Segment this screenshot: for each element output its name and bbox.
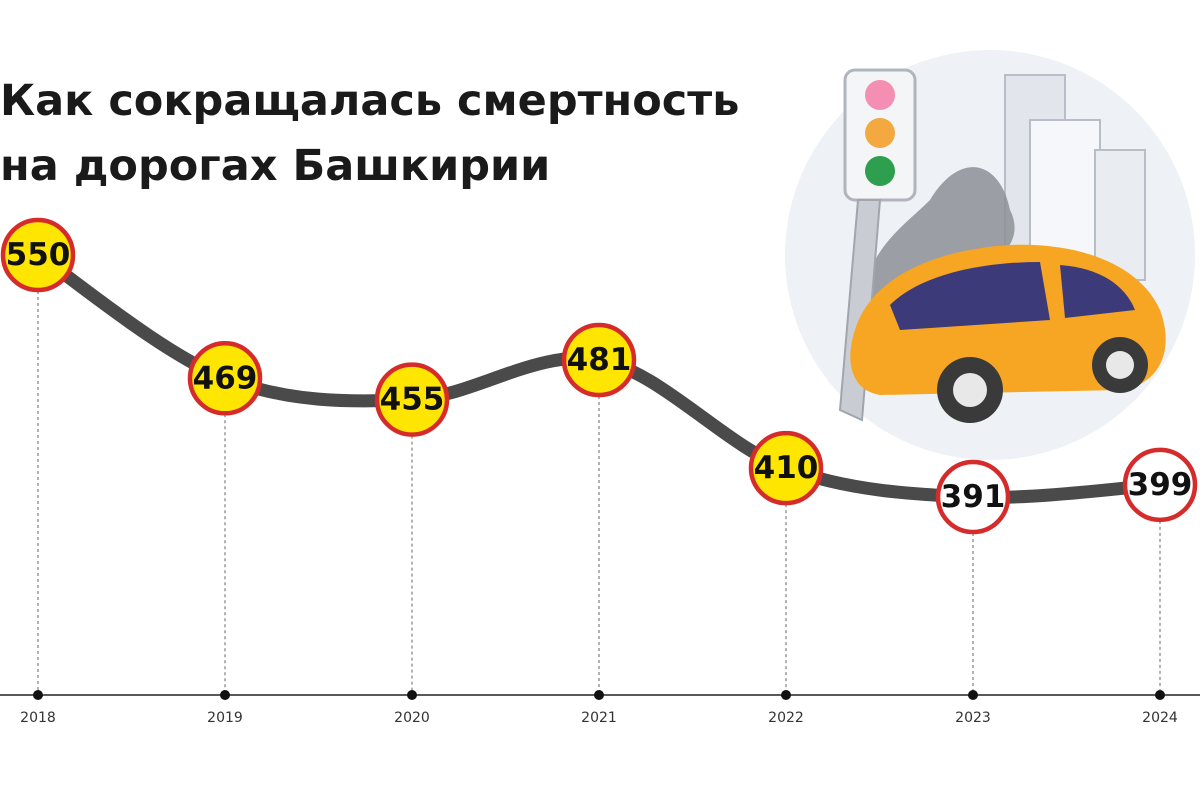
value-label: 469 <box>193 360 258 396</box>
x-tick-label: 2020 <box>394 710 430 726</box>
axis-dot <box>1155 690 1165 700</box>
chart-title: на дорогах Башкирии <box>0 141 550 191</box>
value-marker <box>1122 447 1198 523</box>
value-label: 391 <box>941 479 1006 515</box>
value-label: 550 <box>6 237 71 273</box>
axis-dot <box>781 690 791 700</box>
value-label: 455 <box>380 382 445 418</box>
x-tick-label: 2022 <box>768 710 804 726</box>
axis-dot <box>33 690 43 700</box>
value-marker <box>561 322 637 398</box>
axis-dot <box>220 690 230 700</box>
x-tick-label: 2023 <box>955 710 991 726</box>
value-label: 410 <box>754 450 819 486</box>
value-marker <box>187 341 263 416</box>
axis-dot <box>968 690 978 700</box>
x-tick-label: 2024 <box>1142 710 1178 726</box>
x-tick-label: 2018 <box>20 710 56 726</box>
x-tick-label: 2019 <box>207 710 243 726</box>
chart-title: Как сокращалась смертность <box>0 76 739 126</box>
value-marker <box>748 430 824 506</box>
illustration <box>785 50 1195 460</box>
axis-dot <box>407 690 417 700</box>
value-marker <box>374 362 450 437</box>
value-marker <box>0 217 76 293</box>
value-marker <box>935 459 1011 535</box>
axis-dot <box>594 690 604 700</box>
value-label: 481 <box>567 342 632 378</box>
x-tick-label: 2021 <box>581 710 617 726</box>
value-label: 399 <box>1128 467 1193 503</box>
